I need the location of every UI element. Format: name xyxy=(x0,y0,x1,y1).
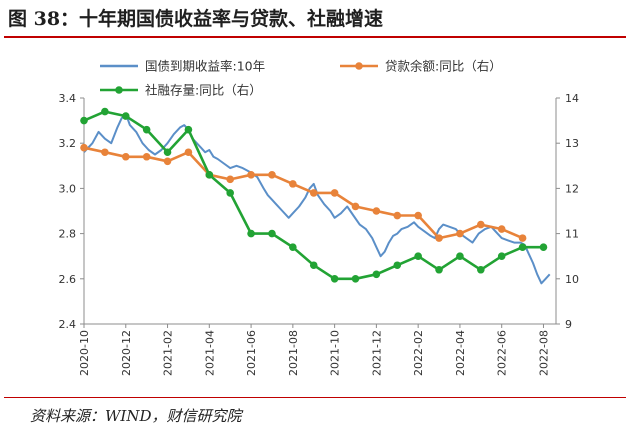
series-2-point xyxy=(518,234,527,242)
left-tick-label: 2.4 xyxy=(59,318,77,331)
right-tick-label: 11 xyxy=(565,228,579,241)
series-2-point xyxy=(497,225,506,233)
x-tick-label: 2021-04 xyxy=(203,330,216,376)
series-3-point xyxy=(142,125,151,134)
series-line-2 xyxy=(83,146,524,240)
series-2-point xyxy=(121,152,130,161)
x-tick-label: 2022-08 xyxy=(537,330,550,376)
x-tick-label: 2021-08 xyxy=(287,330,300,376)
series-2-point xyxy=(163,157,172,166)
legend-label-1: 国债到期收益率:10年 xyxy=(145,59,265,74)
left-tick-label: 3.0 xyxy=(59,182,77,195)
series-3-point xyxy=(435,265,443,274)
x-tick-label: 2020-10 xyxy=(78,330,91,376)
series-2-point xyxy=(226,175,234,184)
series-3-point xyxy=(330,275,339,283)
source-note: 资料来源：WIND，财信研究院 xyxy=(30,407,242,425)
series-3-point xyxy=(268,229,276,238)
series-3-point xyxy=(163,148,172,157)
axes: 2.4 2.6 2.8 3.0 3.2 3.4 9 10 11 12 13 14 2020-10 2020… xyxy=(59,92,580,376)
series-2-point xyxy=(142,152,151,161)
x-tick-label: 2021-12 xyxy=(370,330,383,376)
x-tick-label: 2020-12 xyxy=(120,330,133,376)
left-tick-label: 3.4 xyxy=(59,92,77,105)
series-3-point xyxy=(414,252,422,260)
series-3-point xyxy=(309,261,318,270)
series-3-point xyxy=(351,275,360,283)
series-3-point xyxy=(184,125,193,134)
left-tick-label: 2.6 xyxy=(59,273,77,286)
series-3-point xyxy=(477,265,485,274)
series-2-point xyxy=(247,171,255,179)
series-2-point xyxy=(435,234,443,242)
right-tick-label: 14 xyxy=(565,92,579,105)
series-2-point xyxy=(477,220,485,229)
right-tick-label: 13 xyxy=(565,137,579,150)
series-2-point xyxy=(372,207,381,215)
series-3-point xyxy=(247,229,255,238)
legend-marker-3 xyxy=(115,86,123,94)
x-tick-label: 2022-02 xyxy=(412,330,425,376)
legend: 国债到期收益率:10年 贷款余额:同比（右） 社融存量:同比（右） xyxy=(100,59,502,98)
footer-rule xyxy=(4,397,626,398)
series-2-point xyxy=(80,143,88,152)
x-tick-label: 2021-10 xyxy=(329,330,342,376)
series-2-point xyxy=(351,202,360,211)
series-2-point xyxy=(330,189,339,197)
series-3-point xyxy=(393,261,402,270)
series-2-point xyxy=(101,148,109,157)
legend-label-3: 社融存量:同比（右） xyxy=(145,83,262,98)
x-tick-label: 2021-02 xyxy=(162,330,175,376)
series-3-point xyxy=(518,243,527,251)
series-line-1 xyxy=(83,112,551,285)
right-tick-label: 10 xyxy=(565,273,579,286)
series-2-point xyxy=(184,148,193,157)
series-2-point xyxy=(289,180,297,188)
series-3-point xyxy=(205,171,214,179)
series-2-point xyxy=(309,189,318,197)
series-2-point xyxy=(393,211,402,220)
title-rule xyxy=(4,36,626,38)
right-tick-label: 12 xyxy=(565,182,579,195)
series-3-point xyxy=(101,107,109,116)
series-3-point xyxy=(80,116,88,125)
x-tick-label: 2022-06 xyxy=(496,330,509,376)
legend-label-2: 贷款余额:同比（右） xyxy=(385,59,502,74)
series-layer xyxy=(80,107,551,285)
series-3-point xyxy=(289,243,297,251)
x-tick-label: 2022-04 xyxy=(454,330,467,376)
right-tick-label: 9 xyxy=(565,318,572,331)
left-tick-label: 3.2 xyxy=(59,137,77,150)
series-3-point xyxy=(497,252,506,260)
x-tick-label: 2021-06 xyxy=(245,330,258,376)
series-2-point xyxy=(268,171,276,179)
chart: 2.4 2.6 2.8 3.0 3.2 3.4 9 10 11 12 13 14 2020-10 2020… xyxy=(59,59,580,376)
left-tick-label: 2.8 xyxy=(59,228,77,241)
series-2-point xyxy=(456,229,464,238)
series-3-point xyxy=(456,252,464,260)
series-2-point xyxy=(414,211,422,220)
series-3-point xyxy=(121,112,130,120)
series-3-point xyxy=(372,270,381,279)
legend-marker-2 xyxy=(355,62,363,70)
series-3-point xyxy=(226,189,234,197)
series-3-point xyxy=(539,243,548,251)
figure-title: 图 38：十年期国债收益率与贷款、社融增速 xyxy=(8,8,384,30)
